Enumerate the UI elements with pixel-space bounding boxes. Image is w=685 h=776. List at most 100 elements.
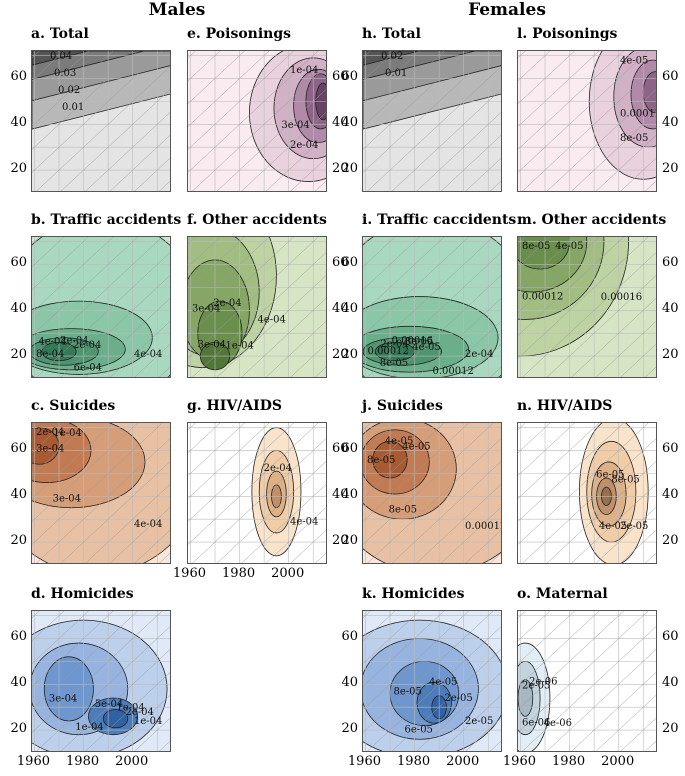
contour-level-d-4 (102, 709, 129, 729)
cohort-line-b (85, 298, 170, 377)
panel-o: 4e-06 6e-06 2e-05 2e-06 (517, 610, 657, 752)
contour-label-b-4: 2e-04 (60, 335, 88, 346)
cohort-line-j (416, 484, 501, 563)
panel-n: 2e-05 4e-05 6e-05 8e-05 (517, 422, 657, 564)
cohort-line-n (546, 461, 656, 563)
contour-label-d-2: 3e-04 (49, 693, 77, 704)
panel-f: 4e-04 3e-04 3e-04 2e-04 1e-04 (187, 236, 327, 378)
cohort-line-k (363, 611, 445, 687)
panel-title-e: e. Poisonings (187, 26, 292, 42)
contour-label-n-3: 8e-05 (611, 475, 639, 486)
cohort-line-b (32, 237, 163, 359)
cohort-line-a (60, 89, 170, 191)
cohort-line-c (32, 423, 65, 454)
males-header: Males (148, 0, 206, 20)
cohort-line-j (363, 423, 420, 477)
contour-band-h-2 (363, 51, 501, 80)
panel-plot-k: 2e-05 6e-05 8e-05 4e-05 2e-05 (363, 611, 501, 751)
contour-label-c-2: 3e-04 (36, 443, 64, 454)
y-tick-g: 40 (332, 487, 349, 503)
cohort-line-j (391, 461, 501, 563)
cohort-line-d (36, 626, 170, 751)
cohort-line-o (620, 717, 656, 751)
cohort-line-h (440, 134, 501, 191)
panel-plot-e: 2e-04 3e-04 1e-04 (188, 51, 326, 191)
contour-label-e-0: 2e-04 (290, 140, 318, 151)
cohort-line-k (363, 611, 469, 710)
contour-label-k-2: 8e-05 (393, 686, 421, 697)
cohort-line-l (518, 51, 624, 150)
contour-label-i-0: 2e-04 (465, 349, 493, 360)
contour-label-m-2: 8e-05 (522, 241, 550, 252)
cohort-line-j (465, 529, 501, 563)
contour-label-b-0: 4e-04 (134, 349, 162, 360)
contour-label-f-0: 4e-04 (257, 314, 285, 325)
panel-title-n: n. HIV/AIDS (517, 398, 613, 414)
cohort-line-i (363, 237, 445, 313)
females-header: Females (468, 0, 546, 20)
contour-label-k-1: 6e-05 (405, 724, 433, 735)
cohort-line-l (571, 112, 656, 191)
cohort-line-g (188, 423, 270, 499)
x-tick-o: 1980 (552, 754, 586, 769)
cohort-line-f (192, 252, 326, 377)
cohort-line-n (518, 423, 526, 431)
contour-label-b-5: 2e-04 (73, 340, 101, 351)
cohort-line-a (36, 66, 170, 191)
cohort-line-d (32, 611, 65, 642)
panel-title-f: f. Other accidents (187, 212, 327, 228)
y-tick-j: 60 (341, 441, 358, 457)
contour-label-m-3: 4e-05 (555, 241, 583, 252)
cohort-line-n (522, 438, 656, 563)
cohort-line-m (546, 275, 656, 377)
cohort-line-l (518, 51, 526, 59)
cohort-line-n (571, 484, 656, 563)
x-tick-o: 2000 (601, 754, 635, 769)
x-tick-d: 1960 (16, 754, 50, 769)
cohort-line-i (363, 237, 469, 336)
y-tick-h: 40 (341, 115, 358, 131)
cohort-line-e (188, 51, 319, 173)
cohort-line-n (518, 423, 600, 499)
panel-b: 4e-04 6e-04 8e-04 4e-04 2e-04 2e-04 (31, 236, 171, 378)
cohort-line-n (518, 423, 649, 545)
cohort-line-n (595, 506, 656, 563)
contour-label-a-0: 0.04 (50, 51, 72, 62)
panel-title-j: j. Suicides (362, 398, 443, 414)
cohort-line-c (60, 461, 170, 563)
cohort-line-o (522, 626, 656, 751)
contour-label-m-1: 0.00012 (522, 291, 563, 302)
contour-level-d-2 (43, 656, 94, 722)
y-tick-j: 20 (341, 533, 358, 549)
contour-label-j-2: 8e-05 (367, 455, 395, 466)
cohort-line-k (363, 611, 396, 642)
y-tick-o: 40 (662, 675, 679, 691)
y-tick-e: 60 (332, 69, 349, 85)
cohort-line-g (265, 506, 326, 563)
cohort-line-b (36, 252, 170, 377)
cohort-line-e (188, 51, 294, 150)
cohort-line-n (518, 423, 575, 477)
y-tick-j: 40 (341, 487, 358, 503)
cohort-line-k (363, 611, 494, 733)
cohort-line-c (32, 423, 163, 545)
contour-label-c-1: 3e-04 (53, 493, 81, 504)
contour-label-i-1: 0.00012 (433, 366, 474, 377)
cohort-line-m (518, 237, 551, 268)
cohort-line-g (188, 423, 245, 477)
panel-plot-l: 8e-05 0.00012 4e-05 (518, 51, 656, 191)
cohort-line-i (416, 298, 501, 377)
cohort-line-e (188, 51, 245, 105)
x-tick-g: 1960 (172, 566, 206, 581)
cohort-line-h (465, 157, 501, 191)
cohort-line-g (188, 423, 294, 522)
contour-label-c-3: 2e-04 (36, 427, 64, 438)
y-tick-e: 40 (332, 115, 349, 131)
contour-label-b-2: 8e-04 (36, 349, 64, 360)
y-tick-f: 20 (332, 347, 349, 363)
